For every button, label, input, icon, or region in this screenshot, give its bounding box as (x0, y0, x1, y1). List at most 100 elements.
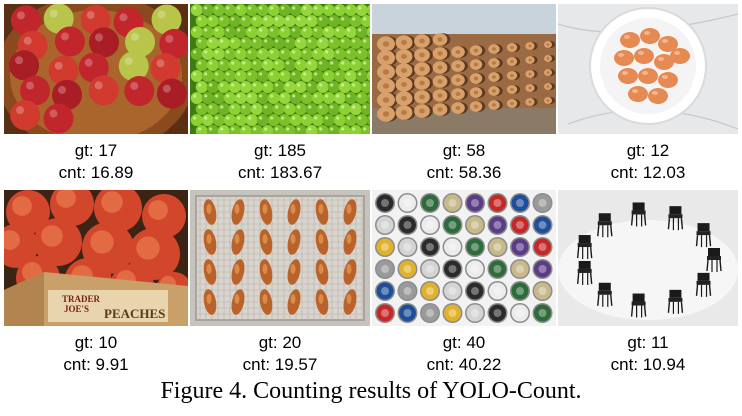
pea (289, 92, 302, 104)
pea (190, 26, 203, 38)
pea (261, 15, 274, 27)
pea (256, 48, 269, 60)
pea (190, 92, 203, 104)
pea (344, 92, 357, 104)
apple (159, 28, 188, 59)
wire-rack (195, 195, 365, 321)
pea (349, 37, 362, 49)
pea (349, 103, 362, 115)
apple (10, 5, 41, 36)
pea (344, 26, 357, 38)
pea (212, 114, 225, 126)
pea (305, 59, 318, 71)
pea (239, 125, 252, 134)
pea (206, 15, 219, 27)
bottle-cap (444, 304, 461, 322)
bottle-cap (466, 216, 484, 234)
egg (628, 86, 648, 102)
pea (212, 92, 225, 104)
pea (267, 114, 280, 126)
gt-label: gt: 10 (74, 333, 118, 352)
figure-caption: Figure 4. Counting results of YOLO-Count… (160, 378, 582, 404)
pea (349, 59, 362, 71)
pea (212, 48, 225, 60)
pea (228, 125, 241, 134)
bottle-cap (511, 282, 529, 300)
cnt-label: cnt: 183.67 (237, 163, 323, 182)
pea (228, 37, 241, 49)
apples-photo (4, 4, 188, 134)
bottle-cap (444, 238, 461, 256)
apple (43, 103, 74, 134)
bottle-cap (466, 282, 484, 300)
pea (267, 26, 280, 38)
pea (322, 4, 335, 16)
pea (250, 59, 263, 71)
pea (311, 92, 324, 104)
pea (256, 26, 269, 38)
pea (234, 70, 247, 82)
pea (201, 48, 214, 60)
bottle-cap (421, 282, 439, 300)
pea (283, 37, 296, 49)
pea (355, 92, 368, 104)
chair (630, 293, 647, 318)
pea (278, 70, 291, 82)
apple (43, 4, 74, 34)
apple (9, 50, 40, 81)
pea (245, 48, 258, 60)
crate-label-text: JOE'S (64, 304, 89, 314)
bottle-cap (511, 260, 529, 278)
bottle-cap (421, 238, 439, 256)
pea (256, 4, 269, 16)
pea (289, 70, 302, 82)
pea (239, 37, 252, 49)
bottle-cap (511, 216, 529, 234)
pea (212, 26, 225, 38)
pea (294, 125, 307, 134)
bottle-cap (511, 238, 529, 256)
egg (638, 68, 658, 84)
caption-eggs: gt: 12 cnt: 12.03 (558, 140, 738, 184)
pea (355, 114, 368, 126)
pea (360, 15, 370, 27)
pea (261, 103, 274, 115)
pea (217, 125, 230, 134)
pea (311, 48, 324, 60)
pea (272, 15, 285, 27)
pea (366, 70, 370, 82)
pea (217, 81, 230, 93)
bottle-cap (399, 304, 416, 322)
bottle-cap (511, 194, 529, 212)
chair (597, 282, 613, 307)
pea (333, 70, 346, 82)
pea (250, 125, 263, 134)
bottle-cap (421, 260, 439, 278)
bottle-cap (534, 216, 551, 234)
pea (338, 59, 351, 71)
pea (239, 103, 252, 115)
pea (195, 15, 208, 27)
pea (366, 26, 370, 38)
chair (695, 272, 712, 297)
pea (234, 92, 247, 104)
apple (54, 26, 85, 57)
chair (576, 260, 593, 285)
pea (316, 15, 329, 27)
pea (223, 70, 236, 82)
gt-label: gt: 12 (626, 141, 670, 160)
pea (289, 114, 302, 126)
egg (634, 48, 654, 64)
pea (272, 37, 285, 49)
chairs-photo (558, 190, 738, 326)
egg (618, 68, 638, 84)
bottle-cap (489, 304, 506, 322)
pea (349, 81, 362, 93)
pea (366, 114, 370, 126)
pea (206, 103, 219, 115)
bottle-cap (399, 260, 416, 278)
chair (576, 235, 593, 260)
pea (316, 37, 329, 49)
pea (344, 48, 357, 60)
pea (212, 4, 225, 16)
